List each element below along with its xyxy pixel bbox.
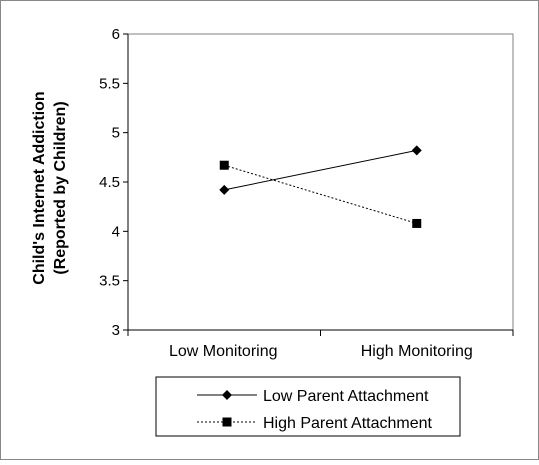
legend-marker [222,417,232,427]
y-tick-label: 5.5 [99,75,120,92]
legend-marker [222,390,232,400]
legend-label: Low Parent Attachment [263,388,429,405]
y-axis-label: (Reported by Children) [52,101,69,274]
data-point [412,218,422,228]
y-tick-label: 6 [112,26,120,43]
y-tick-label: 4 [112,223,120,240]
y-tick-label: 3.5 [99,273,120,290]
legend-label: High Parent Attachment [263,415,433,432]
series-low-parent-attachment [219,145,422,195]
series-line [224,164,417,224]
series-line [224,149,417,191]
series-high-parent-attachment [219,160,422,228]
data-point [219,184,230,195]
y-tick-label: 3 [112,322,120,339]
data-point [219,160,229,170]
y-tick-label: 5 [112,125,120,142]
y-axis-label: Child's Internet Addiction [31,91,48,284]
y-tick-label: 4.5 [99,174,120,191]
data-point [411,145,422,156]
x-tick-label: High Monitoring [361,343,473,360]
legend-box [155,376,461,437]
x-tick-label: Low Monitoring [169,343,278,360]
